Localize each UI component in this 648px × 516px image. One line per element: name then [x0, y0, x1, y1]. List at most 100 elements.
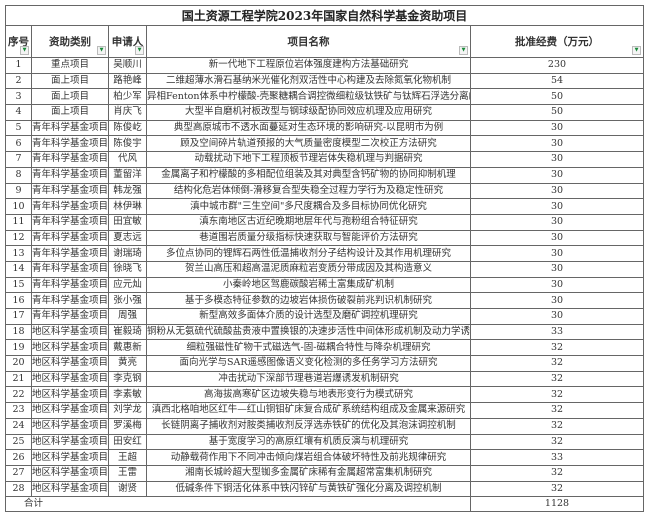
cell-project[interactable]: 低碱条件下铜活化体系中铁闪锌矿与黄铁矿强化分离及调控机制 — [146, 480, 471, 498]
cell-project[interactable]: 多位点协同的锂辉石两性低温捕收剂分子结构设计及其作用机理研究 — [146, 245, 471, 262]
cell-funding[interactable]: 32 — [470, 433, 644, 451]
cell-type[interactable]: 地区科学基金项目 — [31, 417, 109, 435]
cell-funding[interactable]: 32 — [470, 402, 644, 419]
cell-no[interactable]: 27 — [5, 464, 32, 482]
cell-project[interactable]: 基于宽度学习的高原红壤有机质反演与机理研究 — [146, 433, 471, 451]
cell-applicant[interactable]: 陈俊宇 — [108, 135, 147, 153]
cell-applicant[interactable]: 罗溪梅 — [108, 417, 147, 435]
header-applicant[interactable]: 申请人 ▼ — [108, 25, 147, 58]
filter-dropdown-icon[interactable]: ▼ — [135, 46, 144, 55]
cell-type[interactable]: 青年科学基金项目 — [31, 276, 109, 294]
cell-no[interactable]: 24 — [5, 417, 32, 435]
cell-applicant[interactable]: 谢瑞琦 — [108, 245, 147, 262]
header-funding[interactable]: 批准经费（万元） ▼ — [470, 25, 644, 58]
cell-applicant[interactable]: 田安红 — [108, 433, 147, 451]
cell-type[interactable]: 地区科学基金项目 — [31, 355, 109, 372]
cell-project[interactable]: 小秦岭地区驾鹿碳酸岩稀土富集成矿机制 — [146, 276, 471, 294]
cell-applicant[interactable]: 陈俊屹 — [108, 119, 147, 137]
cell-type[interactable]: 面上项目 — [31, 88, 109, 106]
cell-type[interactable]: 地区科学基金项目 — [31, 323, 109, 341]
cell-project[interactable]: 金属离子和柠檬酸的多相配位组装及其对典型含钙矿物的协同抑制机理 — [146, 166, 471, 184]
cell-type[interactable]: 青年科学基金项目 — [31, 245, 109, 262]
cell-applicant[interactable]: 王超 — [108, 449, 147, 466]
cell-type[interactable]: 青年科学基金项目 — [31, 151, 109, 168]
cell-no[interactable]: 17 — [5, 308, 32, 325]
total-value[interactable]: 1128 — [470, 496, 644, 513]
cell-project[interactable]: 面向光学与SAR遥感图像语义变化检测的多任务学习方法研究 — [146, 355, 471, 372]
header-project[interactable]: 项目名称 ▼ — [146, 25, 471, 58]
header-type[interactable]: 资助类别 ▼ — [31, 25, 109, 58]
filter-dropdown-icon[interactable]: ▼ — [97, 46, 106, 55]
cell-applicant[interactable]: 肖庆飞 — [108, 104, 147, 121]
cell-project[interactable]: 顾及空间碎片轨道预报的大气质量密度模型二次校正方法研究 — [146, 135, 471, 153]
cell-project[interactable]: 湘南长城岭超大型铷多金属矿床稀有金属超常富集机制研究 — [146, 464, 471, 482]
cell-funding[interactable]: 33 — [470, 323, 644, 341]
cell-no[interactable]: 23 — [5, 402, 32, 419]
cell-no[interactable]: 19 — [5, 339, 32, 357]
cell-no[interactable]: 22 — [5, 386, 32, 404]
filter-dropdown-icon[interactable]: ▼ — [632, 46, 641, 55]
cell-no[interactable]: 2 — [5, 72, 32, 90]
cell-no[interactable]: 7 — [5, 151, 32, 168]
cell-type[interactable]: 青年科学基金项目 — [31, 182, 109, 200]
cell-type[interactable]: 青年科学基金项目 — [31, 198, 109, 215]
cell-project[interactable]: 贺兰山高压和超高温泥质麻粒岩变质分带成因及其构造意义 — [146, 260, 471, 278]
cell-applicant[interactable]: 李素敏 — [108, 386, 147, 404]
cell-no[interactable]: 9 — [5, 182, 32, 200]
cell-type[interactable]: 地区科学基金项目 — [31, 480, 109, 498]
cell-no[interactable]: 20 — [5, 355, 32, 372]
cell-applicant[interactable]: 代风 — [108, 151, 147, 168]
cell-funding[interactable]: 30 — [470, 276, 644, 294]
cell-no[interactable]: 11 — [5, 213, 32, 231]
cell-project[interactable]: 滇中城市群"三生空间"多尺度耦合及多目标协同优化研究 — [146, 198, 471, 215]
cell-project[interactable]: 动载扰动下地下工程顶板节理岩体失稳机理与判据研究 — [146, 151, 471, 168]
cell-type[interactable]: 面上项目 — [31, 104, 109, 121]
cell-funding[interactable]: 32 — [470, 417, 644, 435]
cell-no[interactable]: 3 — [5, 88, 32, 106]
cell-project[interactable]: 结构化危岩体倾倒-滑移复合型失稳全过程力学行为及稳定性研究 — [146, 182, 471, 200]
cell-applicant[interactable]: 路艳峰 — [108, 72, 147, 90]
cell-funding[interactable]: 30 — [470, 245, 644, 262]
cell-applicant[interactable]: 田宜敏 — [108, 213, 147, 231]
cell-no[interactable]: 14 — [5, 260, 32, 278]
cell-type[interactable]: 重点项目 — [31, 57, 109, 74]
cell-project[interactable]: 动静载荷作用下不同冲击倾向煤岩组合体破坏特性及前兆规律研究 — [146, 449, 471, 466]
cell-type[interactable]: 地区科学基金项目 — [31, 402, 109, 419]
cell-applicant[interactable]: 韩龙强 — [108, 182, 147, 200]
cell-applicant[interactable]: 戴惠新 — [108, 339, 147, 357]
cell-no[interactable]: 4 — [5, 104, 32, 121]
cell-applicant[interactable]: 刘学龙 — [108, 402, 147, 419]
cell-funding[interactable]: 32 — [470, 480, 644, 498]
cell-funding[interactable]: 30 — [470, 260, 644, 278]
cell-no[interactable]: 18 — [5, 323, 32, 341]
cell-no[interactable]: 6 — [5, 135, 32, 153]
cell-project[interactable]: 滇东南地区古近纪晚期地层年代与孢粉组合特征研究 — [146, 213, 471, 231]
cell-no[interactable]: 5 — [5, 119, 32, 137]
cell-applicant[interactable]: 徐晓飞 — [108, 260, 147, 278]
cell-funding[interactable]: 32 — [470, 464, 644, 482]
cell-no[interactable]: 26 — [5, 449, 32, 466]
cell-funding[interactable]: 32 — [470, 370, 644, 388]
cell-applicant[interactable]: 黄亮 — [108, 355, 147, 372]
cell-type[interactable]: 地区科学基金项目 — [31, 370, 109, 388]
cell-project[interactable]: 高海拔高寒矿区边坡失稳与地表形变行为模式研究 — [146, 386, 471, 404]
cell-funding[interactable]: 30 — [470, 229, 644, 247]
cell-type[interactable]: 青年科学基金项目 — [31, 135, 109, 153]
cell-type[interactable]: 地区科学基金项目 — [31, 386, 109, 404]
cell-applicant[interactable]: 王雷 — [108, 464, 147, 482]
cell-type[interactable]: 青年科学基金项目 — [31, 292, 109, 309]
cell-applicant[interactable]: 周强 — [108, 308, 147, 325]
cell-project[interactable]: 新型高效多面体介质的设计选型及磨矿调控机理研究 — [146, 308, 471, 325]
cell-type[interactable]: 地区科学基金项目 — [31, 433, 109, 451]
cell-project[interactable]: 大型半自磨机衬板改型与钢球级配协同效应机理及应用研究 — [146, 104, 471, 121]
cell-funding[interactable]: 33 — [470, 449, 644, 466]
filter-dropdown-icon[interactable]: ▼ — [459, 46, 468, 55]
cell-type[interactable]: 地区科学基金项目 — [31, 449, 109, 466]
cell-project[interactable]: 异相Fenton体系中柠檬酸-壳聚糖耦合调控微细粒级钛铁矿与钛辉石浮选分离的机制 — [146, 88, 471, 106]
cell-funding[interactable]: 30 — [470, 166, 644, 184]
cell-applicant[interactable]: 林伊琳 — [108, 198, 147, 215]
cell-funding[interactable]: 32 — [470, 355, 644, 372]
cell-project[interactable]: 基于多模态特征参数的边坡岩体损伤破裂前兆判识机制研究 — [146, 292, 471, 309]
cell-applicant[interactable]: 董留洋 — [108, 166, 147, 184]
cell-type[interactable]: 地区科学基金项目 — [31, 339, 109, 357]
